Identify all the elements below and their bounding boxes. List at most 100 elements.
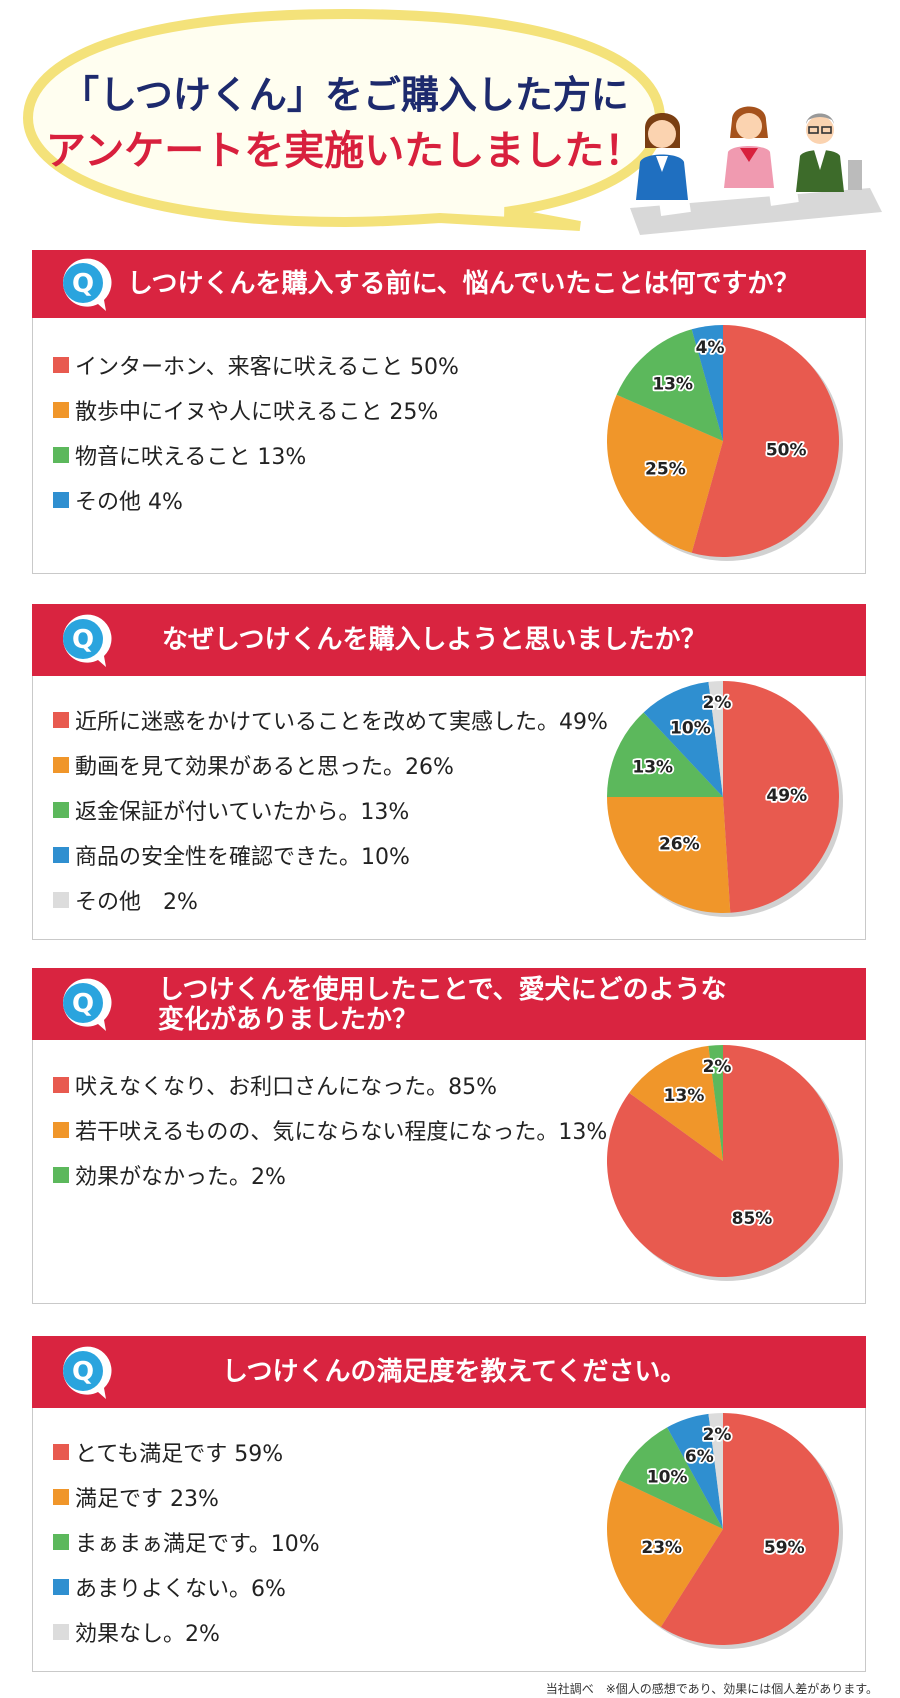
pie-label: 85% xyxy=(732,1209,773,1229)
pie-label: 23% xyxy=(641,1538,682,1558)
swatch-gray xyxy=(53,1623,69,1640)
legend-item: とても満足です 59% xyxy=(53,1429,320,1474)
swatch-blue xyxy=(53,846,69,863)
swatch-blue xyxy=(53,491,69,508)
legend-label: とても満足です 59% xyxy=(75,1441,284,1467)
legend-label: その他 2% xyxy=(75,889,198,915)
swatch-orange xyxy=(53,1488,69,1505)
pie-label: 26% xyxy=(659,835,700,855)
legend-item: 散歩中にイヌや人に吠えること 25% xyxy=(53,387,459,432)
legend-item: その他 2% xyxy=(53,877,608,922)
pie-slice xyxy=(708,1045,723,1161)
pie-label: 25% xyxy=(645,459,686,479)
question-text-line1: しつけくんを使用したことで、愛犬にどのような xyxy=(158,975,727,1005)
legend-item: 満足です 23% xyxy=(53,1474,320,1519)
pie-slice xyxy=(607,712,723,797)
question-section-2: Q なぜしつけくんを購入しようと思いましたか？ 近所に迷惑をかけていることを改め… xyxy=(32,604,866,940)
pie-label: 50% xyxy=(766,441,807,461)
legend-item: その他 4% xyxy=(53,477,459,522)
woman-pink-icon xyxy=(724,106,774,188)
svg-text:Q: Q xyxy=(72,625,94,655)
question-bar-3: Q しつけくんを使用したことで、愛犬にどのような 変化がありましたか？ xyxy=(32,968,866,1040)
woman-icon xyxy=(636,113,688,200)
legend-label: 散歩中にイヌや人に吠えること 25% xyxy=(75,399,439,425)
legend-label: 返金保証が付いていたから。13% xyxy=(75,799,410,825)
people-illustration xyxy=(630,106,882,235)
pie-label: 49% xyxy=(766,786,807,806)
legend: 近所に迷惑をかけていることを改めて実感した。49% 動画を見て効果があると思った… xyxy=(53,697,608,922)
pie-label: 2% xyxy=(703,1425,732,1445)
pie-label: 59% xyxy=(764,1538,805,1558)
q-icon: Q xyxy=(63,978,112,1031)
pie-label: 13% xyxy=(652,374,693,394)
question-text: なぜしつけくんを購入しようと思いましたか？ xyxy=(162,625,707,655)
swatch-orange xyxy=(53,401,69,418)
pie-label: 4% xyxy=(696,338,725,358)
legend: インターホン、来客に吠えること 50% 散歩中にイヌや人に吠えること 25% 物… xyxy=(53,342,459,522)
pie-slice xyxy=(643,681,723,797)
legend-label: 若干吠えるものの、気にならない程度になった。13% xyxy=(75,1119,608,1145)
swatch-orange xyxy=(53,756,69,773)
pie-slice xyxy=(607,1479,723,1627)
header-line2: アンケートを実施いたしました！ xyxy=(45,128,645,174)
swatch-green xyxy=(53,801,69,818)
legend-item: 吠えなくなり、お利口さんになった。85% xyxy=(53,1062,607,1107)
legend-label: 効果なし。2% xyxy=(75,1621,220,1647)
swatch-green xyxy=(53,1533,69,1550)
pie-chart-1: 50% 25% 13%4% xyxy=(607,325,843,561)
swatch-blue xyxy=(53,1578,69,1595)
pie-chart-3: 85% 13% 2% xyxy=(607,1045,843,1281)
table-icon xyxy=(630,188,882,235)
question-section-3: Q しつけくんを使用したことで、愛犬にどのような 変化がありましたか？ 吠えなく… xyxy=(32,968,866,1304)
q-icon: Q xyxy=(63,614,112,667)
pie-slice xyxy=(667,1413,723,1529)
q-icon: Q xyxy=(63,1346,112,1399)
pie-slice xyxy=(616,329,723,441)
question-text-line2: 変化がありましたか？ xyxy=(158,1005,419,1035)
pie-chart-2: 49% 26% 13% 10% 2% xyxy=(607,681,843,917)
legend-item: あまりよくない。6% xyxy=(53,1564,320,1609)
legend-label: 物音に吠えること 13% xyxy=(75,444,307,470)
pie-slice xyxy=(723,681,840,913)
swatch-gray xyxy=(53,891,69,908)
question-bar-2: Q なぜしつけくんを購入しようと思いましたか？ xyxy=(32,604,866,676)
swatch-red xyxy=(53,1076,69,1093)
pie-label: 6% xyxy=(685,1447,714,1467)
pie-slice xyxy=(607,797,731,913)
legend-item: 効果なし。2% xyxy=(53,1609,320,1654)
pie-label: 2% xyxy=(703,693,732,713)
svg-text:Q: Q xyxy=(72,269,94,299)
pie-slice xyxy=(618,1427,723,1529)
legend-item: 物音に吠えること 13% xyxy=(53,432,459,477)
pie-label: 13% xyxy=(632,758,673,778)
svg-text:Q: Q xyxy=(72,989,94,1019)
question-section-4: Q しつけくんの満足度を教えてください。 とても満足です 59% 満足です 23… xyxy=(32,1336,866,1672)
pie-slice xyxy=(607,394,723,553)
legend-label: 近所に迷惑をかけていることを改めて実感した。49% xyxy=(75,709,608,735)
pie-label: 10% xyxy=(670,719,711,739)
pie-slice xyxy=(660,1413,839,1645)
legend-item: インターホン、来客に吠えること 50% xyxy=(53,342,459,387)
legend-label: 商品の安全性を確認できた。10% xyxy=(75,844,410,870)
legend-item: まぁまぁ満足です。10% xyxy=(53,1519,320,1564)
question-bar-1: Q しつけくんを購入する前に、悩んでいたことは何ですか？ xyxy=(32,250,866,318)
swatch-green xyxy=(53,1166,69,1183)
legend-item: 効果がなかった。2% xyxy=(53,1152,607,1197)
pie-label: 13% xyxy=(664,1086,705,1106)
question-bar-4: Q しつけくんの満足度を教えてください。 xyxy=(32,1336,866,1408)
pie-chart-4: 59% 23% 10%6%2% xyxy=(607,1413,843,1649)
legend-item: 近所に迷惑をかけていることを改めて実感した。49% xyxy=(53,697,608,742)
swatch-red xyxy=(53,711,69,728)
legend-item: 動画を見て効果があると思った。26% xyxy=(53,742,608,787)
pie-label: 2% xyxy=(703,1057,732,1077)
pie-slice xyxy=(691,325,723,441)
legend-label: 吠えなくなり、お利口さんになった。85% xyxy=(75,1074,498,1100)
legend: とても満足です 59% 満足です 23% まぁまぁ満足です。10% あまりよくな… xyxy=(53,1429,320,1654)
legend-label: 満足です 23% xyxy=(75,1486,219,1512)
q-icon: Q xyxy=(63,258,112,311)
legend-label: あまりよくない。6% xyxy=(75,1576,286,1602)
legend-label: 効果がなかった。2% xyxy=(75,1164,286,1190)
question-text: しつけくんの満足度を教えてください。 xyxy=(222,1357,687,1387)
question-text: しつけくんを購入する前に、悩んでいたことは何ですか？ xyxy=(127,269,800,299)
swatch-orange xyxy=(53,1121,69,1138)
